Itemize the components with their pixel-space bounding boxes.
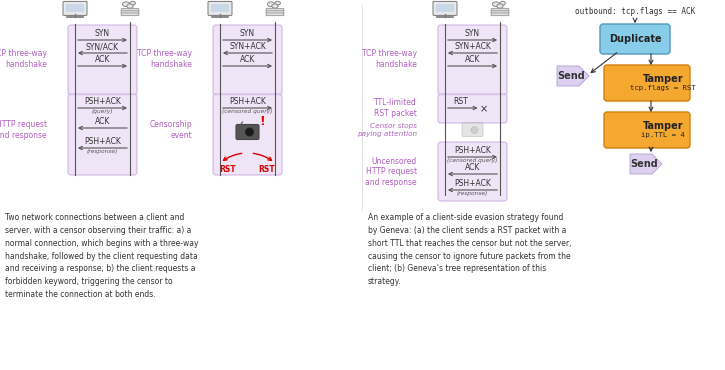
- Text: tcp.flags = RST: tcp.flags = RST: [630, 85, 696, 91]
- Text: RST: RST: [453, 97, 468, 106]
- FancyBboxPatch shape: [121, 9, 139, 11]
- Text: (response): (response): [457, 191, 488, 196]
- Text: Two network connections between a client and
server, with a censor observing the: Two network connections between a client…: [5, 213, 199, 299]
- Text: outbound: tcp.flags == ACK: outbound: tcp.flags == ACK: [575, 7, 695, 17]
- Text: ACK: ACK: [465, 55, 480, 64]
- Text: (censored query): (censored query): [223, 109, 273, 114]
- Text: Uncensored
HTTP request
and response: Uncensored HTTP request and response: [365, 157, 417, 187]
- Text: SYN+ACK: SYN+ACK: [454, 42, 491, 51]
- FancyBboxPatch shape: [63, 1, 87, 16]
- Text: (censored query): (censored query): [447, 158, 497, 163]
- FancyBboxPatch shape: [491, 9, 509, 11]
- FancyArrow shape: [557, 66, 589, 86]
- FancyBboxPatch shape: [266, 13, 284, 16]
- FancyBboxPatch shape: [213, 94, 282, 175]
- FancyBboxPatch shape: [213, 25, 282, 95]
- Text: HTTP request
and response: HTTP request and response: [0, 120, 47, 140]
- Text: SYN: SYN: [465, 29, 480, 38]
- Text: PSH+ACK: PSH+ACK: [84, 137, 121, 146]
- Ellipse shape: [497, 4, 503, 8]
- Text: SYN+ACK: SYN+ACK: [229, 42, 266, 51]
- Text: PSH+ACK: PSH+ACK: [454, 179, 491, 188]
- Text: RST: RST: [220, 165, 236, 174]
- Text: ip.TTL = 4: ip.TTL = 4: [641, 132, 685, 138]
- Ellipse shape: [275, 1, 281, 5]
- Text: ACK: ACK: [95, 117, 110, 126]
- Ellipse shape: [272, 4, 278, 8]
- Text: SYN/ACK: SYN/ACK: [86, 42, 119, 51]
- Ellipse shape: [492, 2, 500, 7]
- FancyBboxPatch shape: [438, 142, 507, 201]
- Text: Send: Send: [630, 159, 658, 169]
- Text: PSH+ACK: PSH+ACK: [229, 97, 266, 106]
- Text: ACK: ACK: [95, 55, 110, 64]
- FancyBboxPatch shape: [121, 13, 139, 16]
- Text: !: !: [260, 115, 265, 128]
- FancyBboxPatch shape: [604, 112, 690, 148]
- Text: PSH+ACK: PSH+ACK: [84, 97, 121, 106]
- Ellipse shape: [123, 2, 130, 7]
- FancyBboxPatch shape: [266, 11, 284, 14]
- Text: RST: RST: [259, 165, 276, 174]
- FancyBboxPatch shape: [211, 4, 229, 13]
- Text: ACK: ACK: [240, 55, 255, 64]
- Ellipse shape: [130, 1, 136, 5]
- FancyBboxPatch shape: [433, 1, 457, 16]
- Text: Duplicate: Duplicate: [609, 34, 661, 44]
- Text: (response): (response): [87, 149, 118, 154]
- FancyBboxPatch shape: [600, 24, 670, 54]
- FancyArrow shape: [630, 154, 662, 174]
- FancyBboxPatch shape: [491, 13, 509, 16]
- Ellipse shape: [127, 4, 133, 8]
- Text: TCP three-way
handshake: TCP three-way handshake: [362, 49, 417, 69]
- Circle shape: [246, 128, 254, 136]
- FancyBboxPatch shape: [436, 4, 454, 13]
- Text: TCP three-way
handshake: TCP three-way handshake: [137, 49, 192, 69]
- Text: TTL-limited
RST packet: TTL-limited RST packet: [374, 98, 417, 118]
- Text: Tamper: Tamper: [642, 74, 683, 84]
- Text: Send: Send: [557, 71, 585, 81]
- Text: Censor stops
paying attention: Censor stops paying attention: [357, 123, 417, 137]
- Text: Censorship
event: Censorship event: [149, 120, 192, 140]
- Text: ACK: ACK: [465, 163, 480, 172]
- FancyBboxPatch shape: [68, 94, 137, 175]
- Text: SYN: SYN: [240, 29, 255, 38]
- FancyBboxPatch shape: [604, 65, 690, 101]
- FancyBboxPatch shape: [68, 25, 137, 95]
- Ellipse shape: [268, 2, 275, 7]
- FancyBboxPatch shape: [438, 94, 507, 123]
- FancyBboxPatch shape: [462, 122, 483, 137]
- Circle shape: [471, 127, 478, 134]
- FancyBboxPatch shape: [491, 11, 509, 14]
- Ellipse shape: [500, 1, 505, 5]
- Text: Tamper: Tamper: [642, 121, 683, 131]
- Text: An example of a client-side evasion strategy found
by Geneva: (a) the client sen: An example of a client-side evasion stra…: [368, 213, 571, 286]
- Text: ×: ×: [479, 104, 487, 114]
- FancyBboxPatch shape: [121, 11, 139, 14]
- Text: (query): (query): [92, 109, 113, 114]
- Text: PSH+ACK: PSH+ACK: [454, 146, 491, 155]
- FancyBboxPatch shape: [208, 1, 232, 16]
- FancyBboxPatch shape: [66, 4, 84, 13]
- FancyBboxPatch shape: [236, 124, 259, 139]
- FancyBboxPatch shape: [266, 9, 284, 11]
- Text: SYN: SYN: [95, 29, 110, 38]
- Text: TCP three-way
handshake: TCP three-way handshake: [0, 49, 47, 69]
- FancyBboxPatch shape: [438, 25, 507, 95]
